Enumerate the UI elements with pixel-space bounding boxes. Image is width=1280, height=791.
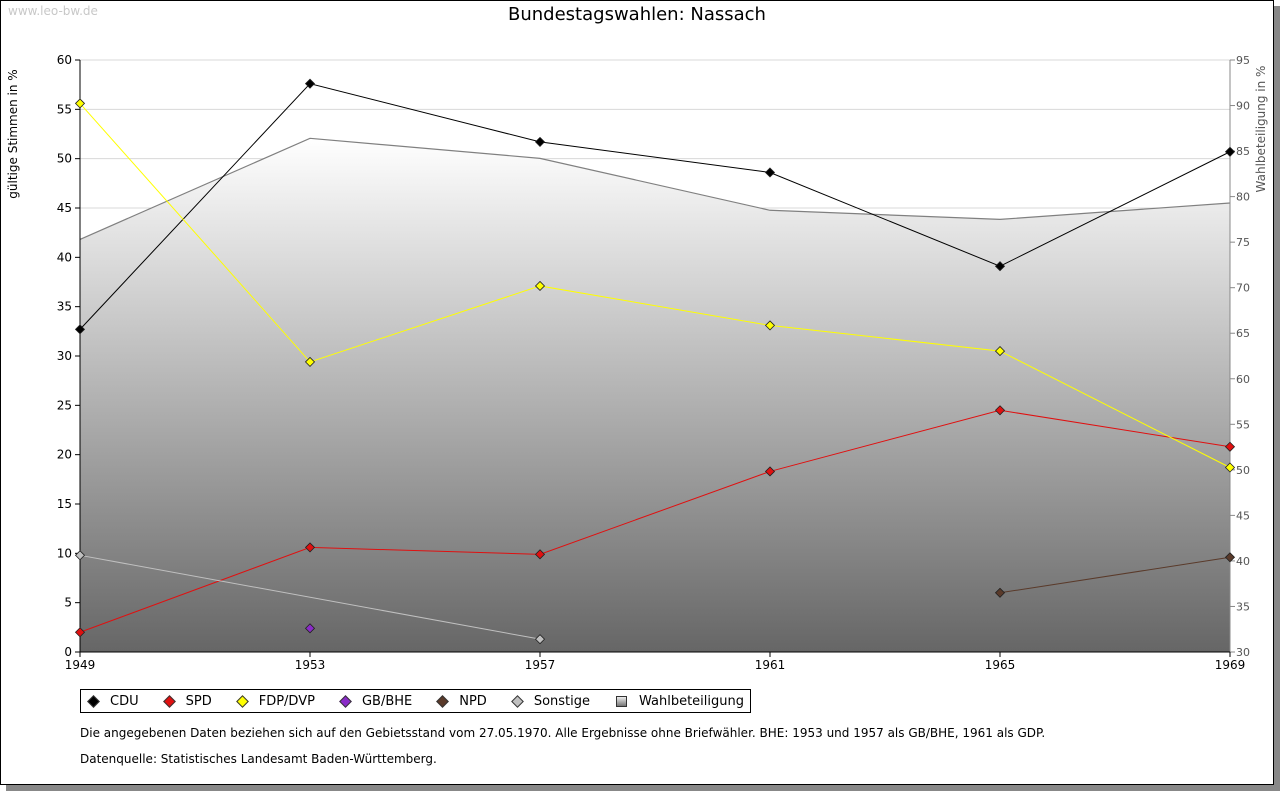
y2-tick-label: 35	[1236, 600, 1250, 613]
legend-label: FDP/DVP	[258, 693, 315, 709]
marker-sonstige	[534, 634, 546, 645]
marker-cdu	[764, 167, 776, 178]
marker-spd	[304, 542, 316, 553]
legend-item: FDP/DVP	[235, 693, 315, 709]
legend-item: Wahlbeteiligung	[616, 694, 744, 709]
marker-spd	[994, 405, 1006, 416]
y-tick-label: 25	[57, 398, 72, 412]
marker-spd	[764, 466, 776, 477]
marker-spd	[534, 549, 546, 560]
marker-fdp-dvp	[994, 346, 1006, 357]
legend-item: NPD	[436, 693, 487, 709]
marker-cdu	[74, 324, 86, 335]
legend-label: Wahlbeteiligung	[639, 693, 745, 709]
y2-tick-label: 60	[1236, 373, 1250, 386]
marker-fdp-dvp	[74, 98, 86, 109]
x-tick-label: 1961	[755, 658, 786, 672]
y-tick-label: 20	[57, 448, 72, 462]
legend-diamond-icon	[339, 694, 352, 708]
legend-label: NPD	[459, 693, 487, 709]
y-tick-label: 40	[57, 250, 72, 264]
y2-tick-label: 30	[1236, 646, 1250, 659]
y-axis-label: gültige Stimmen in %	[6, 69, 20, 198]
legend-item: Sonstige	[510, 693, 590, 709]
legend-diamond-icon	[162, 694, 176, 708]
marker-npd	[1224, 552, 1236, 563]
legend-label: CDU	[110, 693, 139, 709]
x-tick-label: 1965	[985, 658, 1016, 672]
legend-square-icon	[616, 695, 627, 707]
line-fdp-dvp	[79, 103, 1231, 468]
line-spd	[79, 409, 1231, 633]
marker-spd	[1224, 441, 1236, 452]
legend: CDU SPD FDP/DVP GB/BHE NPD Sonstige Wahlbeteil…	[80, 689, 752, 713]
line-npd	[999, 556, 1231, 594]
y2-tick-label: 75	[1236, 236, 1250, 249]
y2-tick-label: 55	[1236, 418, 1250, 431]
y-tick-label: 30	[57, 349, 72, 363]
legend-label: Sonstige	[533, 693, 590, 709]
y-tick-label: 10	[57, 546, 72, 560]
y2-tick-label: 45	[1236, 509, 1250, 522]
note-gebietsstand: Die angegebenen Daten beziehen sich auf …	[80, 726, 1046, 740]
legend-label: SPD	[185, 693, 212, 709]
marker-cdu	[304, 78, 316, 89]
y2-tick-label: 95	[1236, 54, 1250, 67]
marker-fdp-dvp	[534, 280, 546, 292]
y2-tick-label: 50	[1236, 464, 1250, 477]
note-datenquelle: Datenquelle: Statistisches Landesamt Bad…	[80, 752, 437, 766]
legend-diamond-icon	[235, 694, 249, 708]
legend-item: GB/BHE	[339, 693, 413, 709]
x-tick-label: 1949	[65, 658, 96, 672]
y2-tick-label: 65	[1236, 327, 1250, 340]
watermark: www.leo-bw.de	[8, 4, 98, 18]
y-tick-label: 15	[57, 497, 72, 511]
marker-fdp-dvp	[764, 320, 776, 331]
y-tick-label: 50	[57, 152, 72, 166]
y2-axis-label: Wahlbeteiligung in %	[1254, 66, 1268, 193]
y2-tick-label: 85	[1236, 145, 1250, 158]
y-tick-label: 5	[64, 596, 72, 610]
legend-item: SPD	[162, 693, 212, 709]
chart-title: Bundestagswahlen: Nassach	[508, 4, 766, 25]
marker-cdu	[534, 136, 546, 147]
legend-item: CDU	[87, 693, 139, 709]
marker-cdu	[994, 261, 1006, 272]
marker-gb-bhe	[304, 623, 316, 634]
x-tick-label: 1969	[1215, 658, 1246, 672]
chart-svg: 0 5 10 15 20 25 30 35 40 45 50 55 60 30 35 40 45 50 55 60 65…	[6, 53, 1268, 672]
line-wahlbeteiligung	[79, 137, 1231, 240]
marker-sonstige	[74, 550, 86, 561]
marker-npd	[994, 587, 1006, 598]
legend-label: GB/BHE	[361, 693, 413, 709]
x-tick-label: 1953	[295, 658, 326, 672]
y-tick-label: 55	[57, 102, 72, 116]
y2-tick-label: 40	[1236, 555, 1250, 568]
marker-fdp-dvp	[1224, 462, 1236, 473]
y-tick-label: 45	[57, 201, 72, 215]
line-sonstige	[79, 554, 541, 640]
y2-tick-label: 80	[1236, 191, 1250, 204]
area-wahlbeteiligung	[80, 138, 1230, 652]
y-tick-label: 35	[57, 300, 72, 314]
y2-tick-label: 70	[1236, 282, 1250, 295]
line-cdu	[79, 83, 1231, 330]
x-tick-label: 1957	[525, 658, 556, 672]
marker-fdp-dvp	[304, 356, 316, 367]
y-tick-label: 0	[64, 645, 72, 659]
y2-tick-label: 90	[1236, 100, 1250, 113]
legend-diamond-icon	[87, 694, 100, 708]
marker-spd	[74, 627, 86, 638]
legend-diamond-icon	[436, 694, 450, 708]
legend-diamond-icon	[510, 694, 524, 708]
y-tick-label: 60	[57, 53, 72, 67]
marker-cdu	[1224, 146, 1236, 157]
